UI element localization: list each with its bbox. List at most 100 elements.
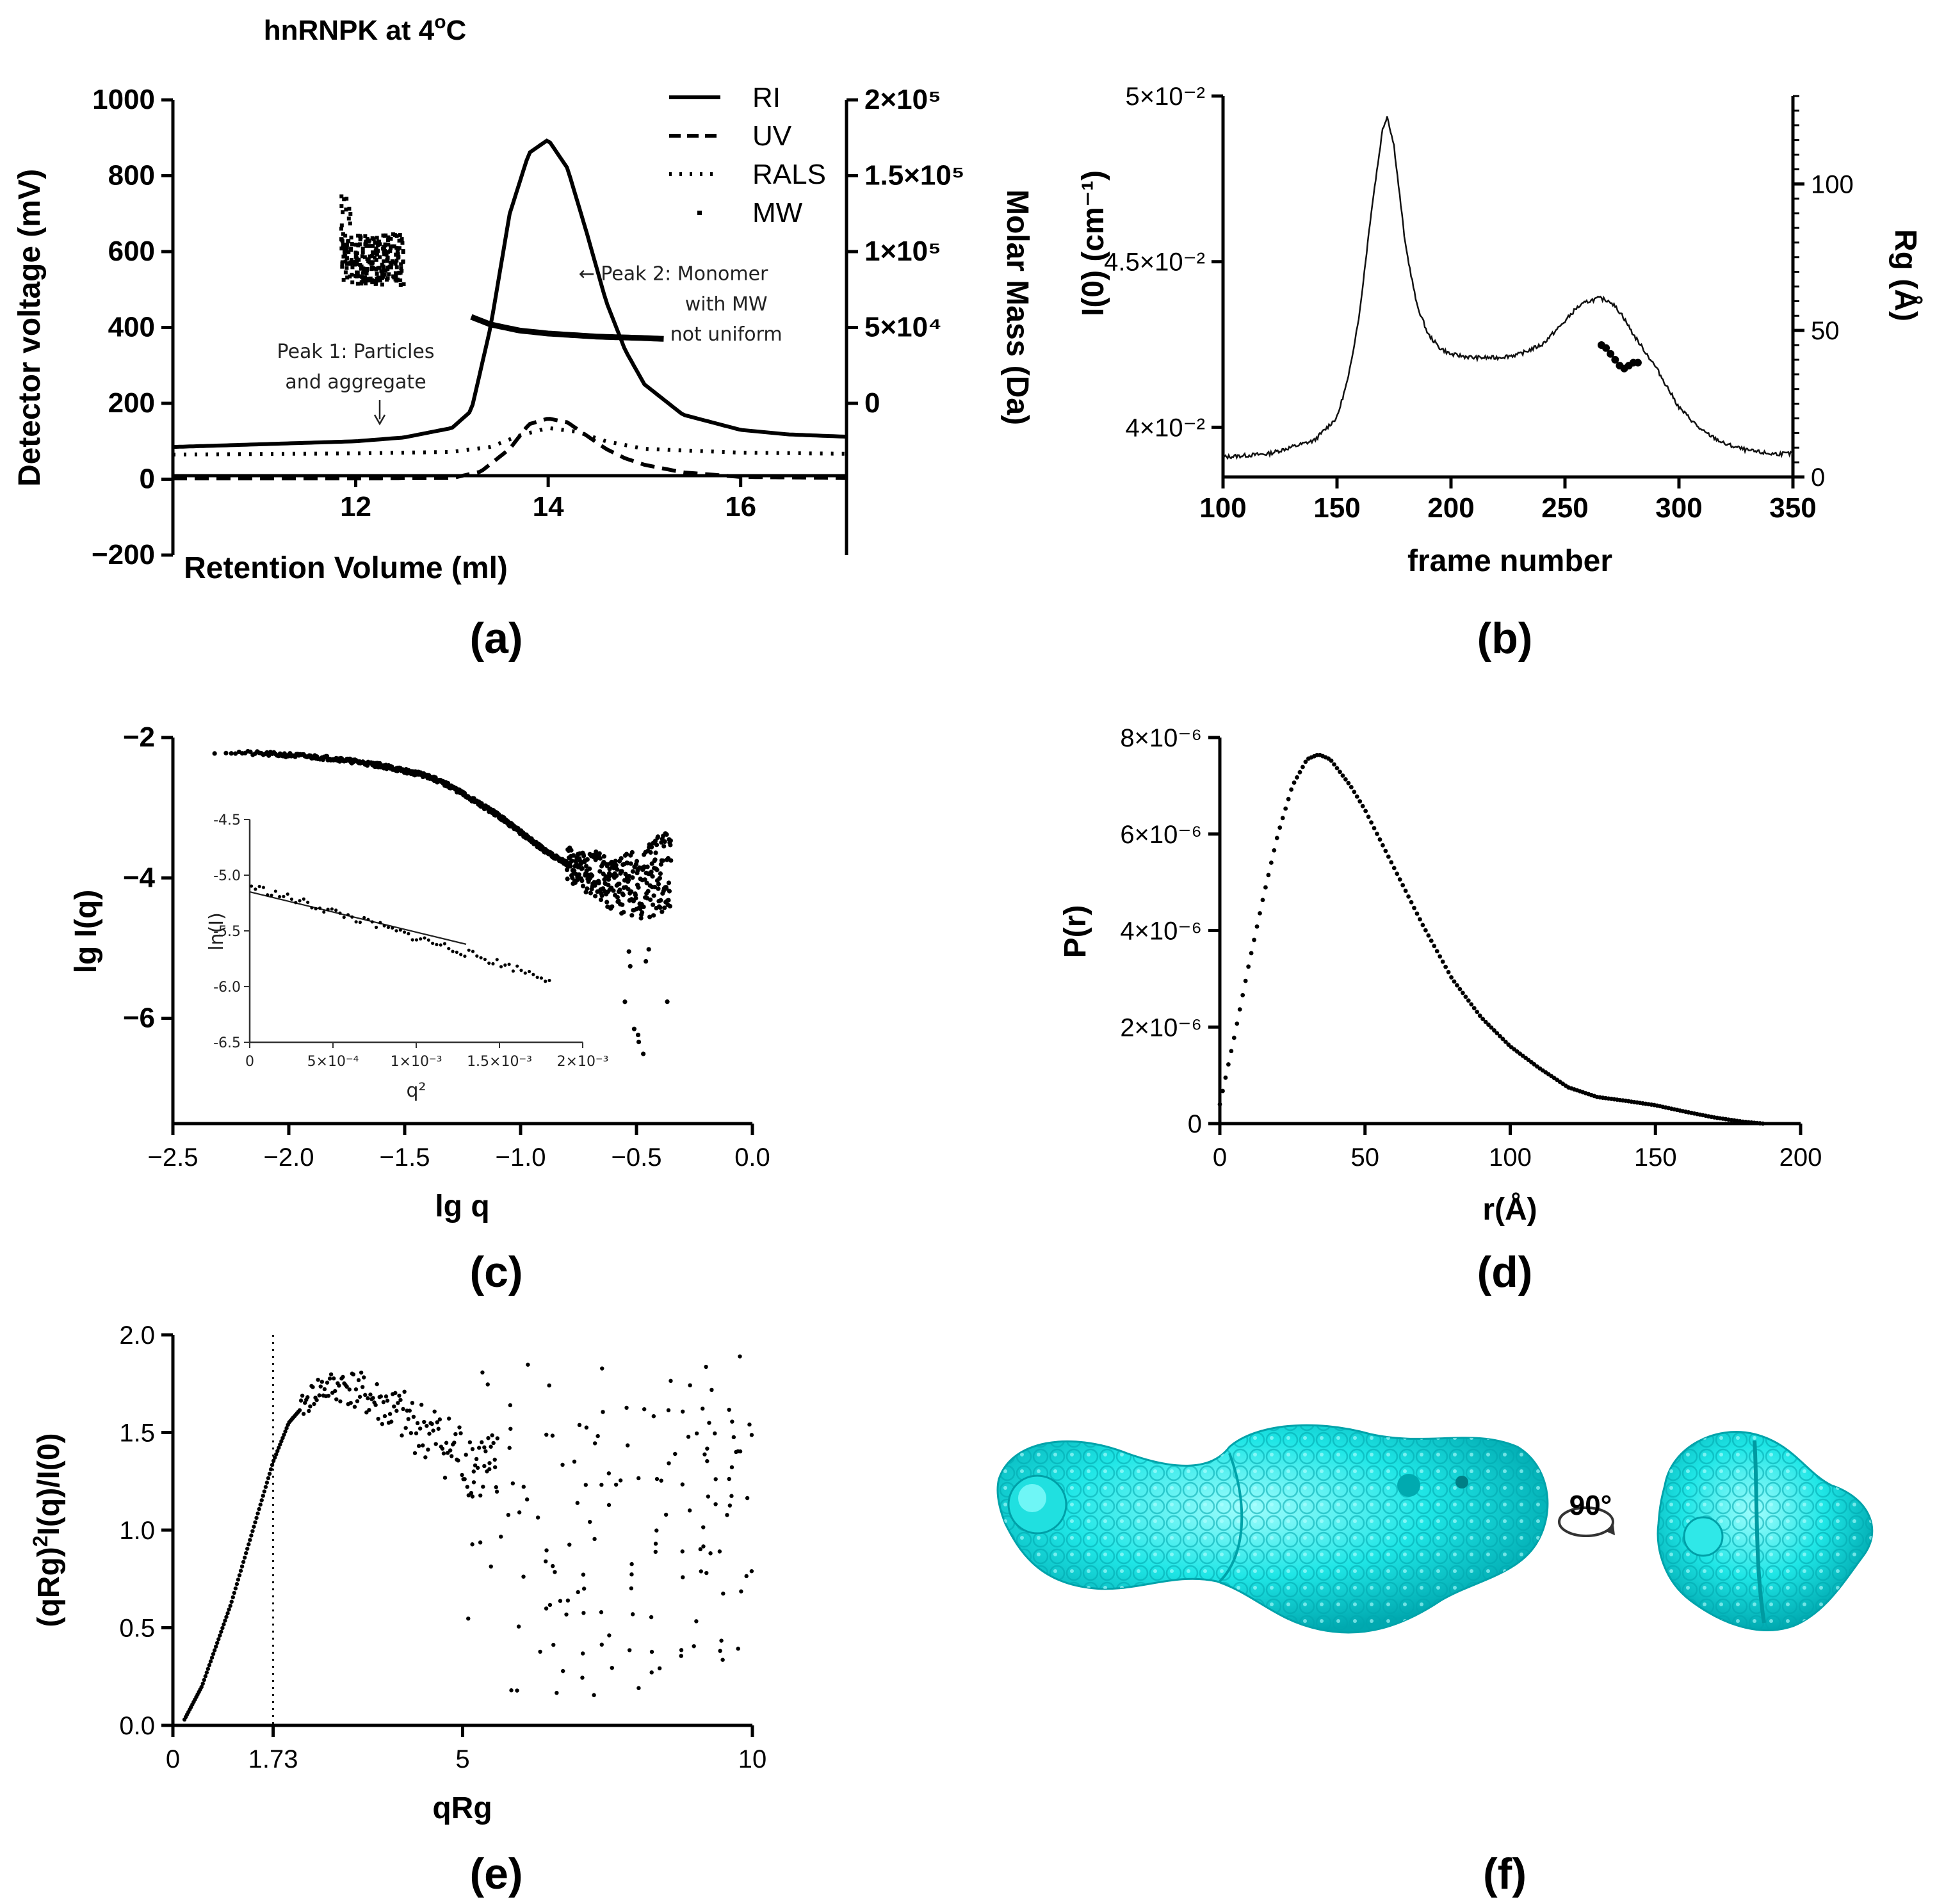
mw-point	[345, 275, 350, 280]
panel-c-xtick-label: 0.0	[734, 1143, 770, 1172]
pr-point	[1369, 820, 1374, 825]
kratky-point	[727, 1407, 731, 1412]
kratky-point	[492, 1465, 498, 1469]
panel-d-ylabel: P(r)	[1058, 905, 1092, 958]
kratky-point	[426, 1448, 430, 1452]
saxs-point	[626, 877, 631, 883]
inset-point	[394, 929, 398, 933]
inset-xtick-label: 2×10⁻³	[557, 1054, 609, 1070]
kratky-point	[437, 1417, 442, 1422]
panel-c-xtick-label: −1.0	[496, 1143, 546, 1172]
kratky-point	[475, 1465, 480, 1470]
mw-point	[380, 271, 385, 275]
inset-ytick-label: -6.5	[213, 1035, 241, 1051]
panel-a-xtick-label: 16	[725, 491, 756, 522]
saxs-point	[628, 861, 633, 866]
saxs-point	[644, 958, 649, 964]
kratky-point	[508, 1403, 513, 1408]
kratky-point	[624, 1405, 629, 1410]
mw-point	[341, 243, 345, 247]
kratky-point	[584, 1425, 589, 1430]
panel-d-xlabel: r(Å)	[1482, 1192, 1537, 1227]
panel-c-points	[212, 748, 674, 1056]
mw-point	[353, 262, 357, 267]
kratky-point	[202, 1677, 206, 1682]
saxs-point	[601, 854, 606, 859]
mw-point	[343, 252, 347, 256]
kratky-point	[679, 1648, 684, 1652]
kratky-point	[352, 1405, 357, 1409]
inset-xtick-label: 5×10⁻⁴	[307, 1054, 359, 1070]
saxs-point	[629, 850, 635, 855]
kratky-point	[551, 1643, 556, 1647]
saxs-point	[651, 913, 656, 918]
kratky-point	[745, 1496, 750, 1501]
kratky-point	[544, 1606, 549, 1611]
kratky-point	[636, 1476, 641, 1481]
pr-point	[1283, 806, 1288, 811]
panel-b-xtick-label: 350	[1769, 492, 1816, 524]
mw-point	[340, 261, 344, 266]
inset-point	[459, 953, 463, 956]
saxs-point	[651, 893, 656, 898]
kratky-point	[326, 1393, 331, 1398]
inset-point	[346, 913, 350, 917]
panel-a-ytick-label: −200	[92, 539, 155, 570]
rg-point	[1602, 344, 1610, 352]
saxs-point	[624, 851, 629, 857]
panel-b-y2-ytick-label: 0	[1811, 464, 1825, 492]
inset-point	[475, 954, 479, 958]
panel-c-xtick-label: −2.0	[264, 1143, 314, 1172]
panel-c-ylabel: lg I(q)	[69, 890, 103, 974]
kratky-point	[229, 1599, 234, 1604]
saxs-point	[668, 843, 673, 848]
panel-a-legend: RI UV RALS MW	[669, 82, 826, 229]
kratky-point	[653, 1542, 658, 1546]
saxs-point	[613, 859, 618, 864]
inset-point	[254, 887, 257, 891]
pr-point	[1446, 970, 1451, 974]
kratky-point	[599, 1642, 604, 1647]
saxs-point	[655, 834, 661, 839]
kratky-point	[446, 1416, 451, 1421]
mw-point	[356, 234, 361, 238]
kratky-point	[599, 1483, 604, 1487]
kratky-point	[440, 1446, 445, 1451]
saxs-point	[610, 904, 615, 909]
mw-point	[381, 246, 385, 251]
kratky-point	[213, 1644, 218, 1649]
kratky-point	[575, 1501, 579, 1505]
inset-point	[544, 980, 547, 983]
pr-point	[1360, 803, 1365, 809]
kratky-point	[364, 1410, 369, 1415]
pr-point	[1289, 787, 1293, 792]
inset-point	[451, 949, 455, 953]
inset-point	[515, 964, 519, 968]
pr-point	[1258, 911, 1262, 916]
panel-a-annotation-arrow	[373, 400, 386, 426]
kratky-point	[627, 1648, 632, 1652]
kratky-point	[407, 1408, 412, 1413]
mw-point	[391, 232, 395, 236]
pr-point	[1409, 900, 1414, 905]
kratky-point	[487, 1467, 492, 1472]
saxs-point	[606, 882, 611, 887]
inset-point	[354, 920, 358, 924]
mw-point	[367, 278, 371, 283]
kratky-point	[550, 1433, 555, 1438]
mw-point	[363, 242, 368, 246]
pr-point	[1471, 1006, 1477, 1011]
inset-point	[342, 916, 346, 919]
kratky-point	[535, 1515, 540, 1520]
mw-point	[395, 277, 400, 282]
pr-point	[1383, 848, 1388, 853]
kratky-point	[245, 1546, 250, 1551]
kratky-point	[460, 1472, 464, 1478]
panel-c-xtick-label: −2.5	[148, 1143, 199, 1172]
inset-point	[370, 920, 374, 924]
pr-point	[1349, 785, 1354, 789]
mw-point	[388, 249, 393, 254]
pr-point	[1489, 1025, 1494, 1030]
kratky-point	[680, 1409, 685, 1414]
pr-point	[1254, 924, 1260, 929]
